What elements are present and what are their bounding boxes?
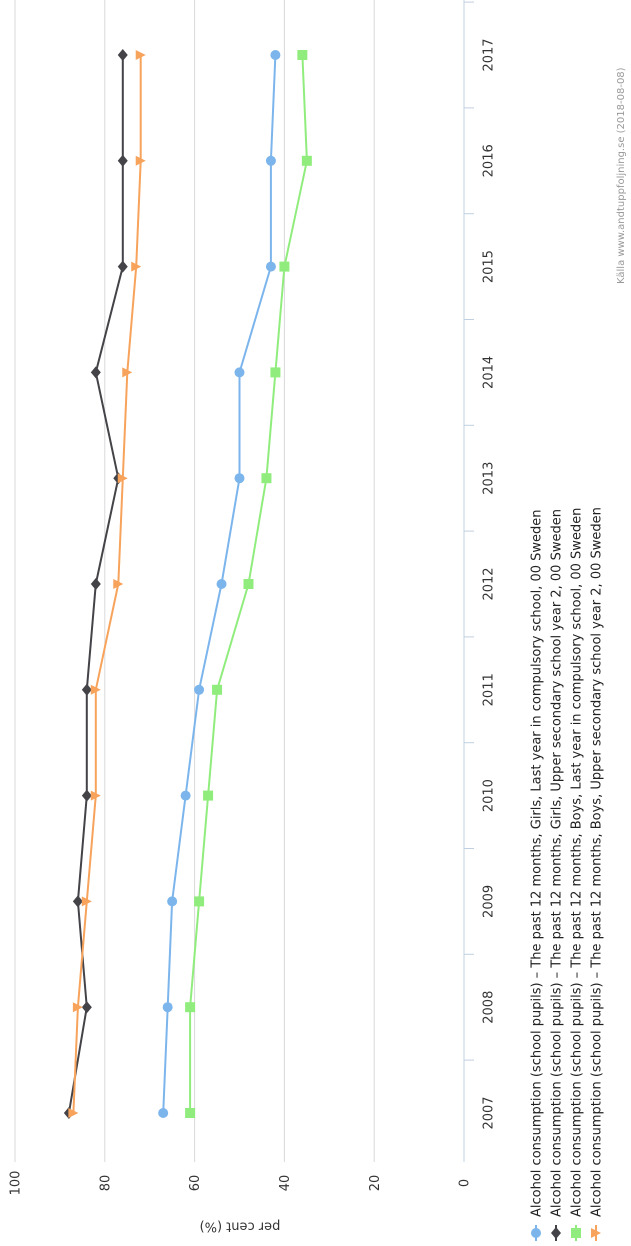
legend-label: Alcohol consumption (school pupils) – Th…	[590, 507, 605, 1217]
x-axis-tick-label: 2007	[482, 1096, 497, 1129]
series	[185, 50, 312, 1118]
data-point	[90, 790, 101, 801]
data-point	[279, 261, 290, 272]
data-point	[234, 367, 245, 378]
data-point	[122, 367, 133, 378]
data-point	[265, 155, 276, 166]
x-axis-tick-label: 2015	[482, 250, 497, 283]
data-point	[261, 473, 272, 484]
data-point	[81, 789, 92, 802]
x-axis-tick-label: 2009	[482, 885, 497, 918]
data-point	[180, 790, 191, 801]
data-point	[90, 578, 101, 590]
data-point	[591, 1228, 601, 1238]
legend-item[interactable]: Alcohol consumption (school pupils) – Th…	[590, 507, 605, 1241]
data-point	[270, 50, 281, 60]
data-point	[81, 896, 92, 907]
series-line	[72, 55, 142, 1114]
data-point	[531, 1228, 541, 1238]
data-point	[117, 473, 128, 484]
series	[63, 49, 128, 1119]
x-axis-tick-label: 2017	[482, 38, 497, 71]
data-point	[158, 1108, 169, 1118]
legend: Alcohol consumption (school pupils) – Th…	[530, 507, 605, 1241]
y-axis-tick-label: 100	[9, 1171, 24, 1196]
data-point	[194, 684, 205, 695]
data-point	[90, 366, 101, 379]
data-point	[194, 896, 205, 907]
data-point	[216, 579, 227, 589]
data-point	[571, 1228, 581, 1238]
data-point	[185, 1002, 196, 1013]
legend-item[interactable]: Alcohol consumption (school pupils) – Th…	[570, 508, 585, 1241]
data-point	[72, 1002, 83, 1013]
data-point	[117, 260, 128, 273]
y-axis-tick-label: 60	[188, 1175, 203, 1192]
x-axis-tick-label: 2010	[482, 779, 497, 812]
data-point	[185, 1108, 196, 1118]
data-point	[167, 896, 178, 907]
x-axis-tick-label: 2011	[482, 673, 497, 706]
data-point	[234, 473, 245, 484]
y-axis-tick-label: 20	[368, 1175, 383, 1192]
x-axis-tick-label: 2008	[482, 991, 497, 1024]
x-axis-tick-label: 2012	[482, 567, 497, 600]
grid-lines	[14, 0, 375, 1162]
x-axis-tick-label: 2016	[482, 144, 497, 177]
series	[158, 50, 281, 1118]
data-point	[301, 155, 312, 166]
data-point	[162, 1002, 173, 1013]
data-point	[297, 50, 308, 60]
legend-label: Alcohol consumption (school pupils) – Th…	[570, 508, 585, 1217]
data-point	[551, 1227, 561, 1239]
x-axis-tick-label: 2014	[482, 356, 497, 389]
data-point	[81, 1001, 92, 1014]
data-point	[68, 1108, 79, 1118]
data-point	[90, 684, 101, 695]
legend-item[interactable]: Alcohol consumption (school pupils) – Th…	[530, 509, 545, 1241]
data-point	[243, 579, 254, 589]
credit-text: Källa www.andtuppfoljning.se (2018-08-08…	[616, 67, 627, 284]
data-point	[135, 50, 146, 60]
legend-label: Alcohol consumption (school pupils) – Th…	[550, 509, 565, 1217]
y-axis-tick-labels: 0 20 40 60 80 100	[9, 1171, 473, 1196]
data-point	[203, 790, 214, 801]
data-point	[81, 683, 92, 696]
y-axis-tick-label: 40	[278, 1175, 293, 1192]
series	[68, 50, 146, 1118]
data-point	[117, 154, 128, 167]
x-axis: 2007 2008 2009 2010 2011 2012 2013 2014 2015 2016…	[463, 0, 497, 1162]
x-axis-tick-label: 2013	[482, 462, 497, 495]
data-point	[72, 895, 83, 908]
y-axis-title: per cent (%)	[200, 1218, 281, 1233]
data-point	[113, 579, 124, 589]
data-point	[265, 261, 276, 272]
data-point	[212, 684, 223, 695]
data-point	[131, 261, 142, 272]
plot-area	[63, 49, 312, 1119]
legend-label: Alcohol consumption (school pupils) – Th…	[530, 509, 545, 1217]
legend-item[interactable]: Alcohol consumption (school pupils) – Th…	[550, 509, 565, 1241]
data-point	[135, 155, 146, 166]
data-point	[270, 367, 281, 378]
data-point	[117, 49, 128, 61]
y-axis-tick-label: 0	[458, 1179, 473, 1187]
y-axis-tick-label: 80	[98, 1175, 113, 1192]
